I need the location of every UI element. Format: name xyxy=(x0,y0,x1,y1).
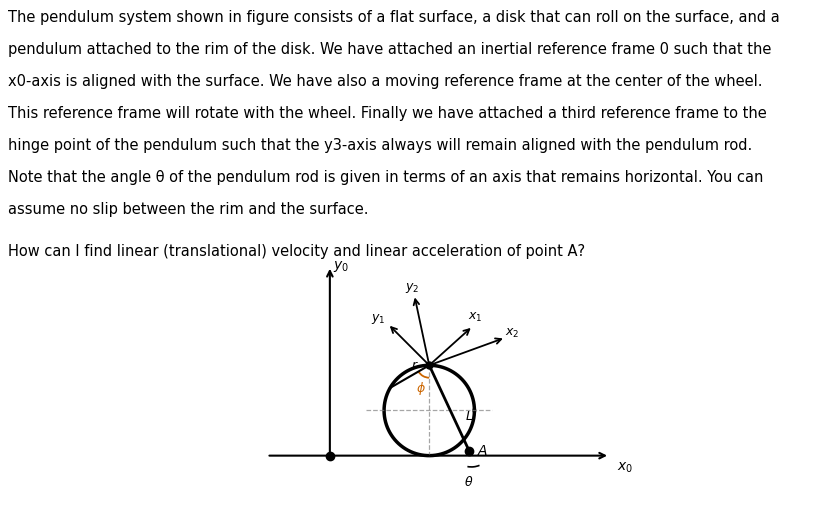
Text: $x_2$: $x_2$ xyxy=(505,328,519,340)
Text: $y_1$: $y_1$ xyxy=(371,312,386,326)
Text: $L$: $L$ xyxy=(464,410,473,423)
Text: $y_0$: $y_0$ xyxy=(333,259,349,274)
Text: The pendulum system shown in figure consists of a flat surface, a disk that can : The pendulum system shown in figure cons… xyxy=(8,10,779,25)
Text: assume no slip between the rim and the surface.: assume no slip between the rim and the s… xyxy=(8,202,369,217)
Text: $r$: $r$ xyxy=(410,359,419,372)
Text: pendulum attached to the rim of the disk. We have attached an inertial reference: pendulum attached to the rim of the disk… xyxy=(8,42,771,57)
Text: This reference frame will rotate with the wheel. Finally we have attached a thir: This reference frame will rotate with th… xyxy=(8,106,766,121)
Text: hinge point of the pendulum such that the y3-axis always will remain aligned wit: hinge point of the pendulum such that th… xyxy=(8,138,752,153)
Text: x0-axis is aligned with the surface. We have also a moving reference frame at th: x0-axis is aligned with the surface. We … xyxy=(8,74,762,89)
Text: $x_0$: $x_0$ xyxy=(616,461,632,475)
Text: How can I find linear (translational) velocity and linear acceleration of point : How can I find linear (translational) ve… xyxy=(8,244,585,259)
Text: $\theta$: $\theta$ xyxy=(464,475,473,489)
Text: $y_2$: $y_2$ xyxy=(405,281,419,295)
Text: $x_1$: $x_1$ xyxy=(468,311,482,324)
Text: $A$: $A$ xyxy=(477,444,488,458)
Text: Note that the angle θ of the pendulum rod is given in terms of an axis that rema: Note that the angle θ of the pendulum ro… xyxy=(8,170,762,185)
Text: $\phi$: $\phi$ xyxy=(416,380,426,397)
